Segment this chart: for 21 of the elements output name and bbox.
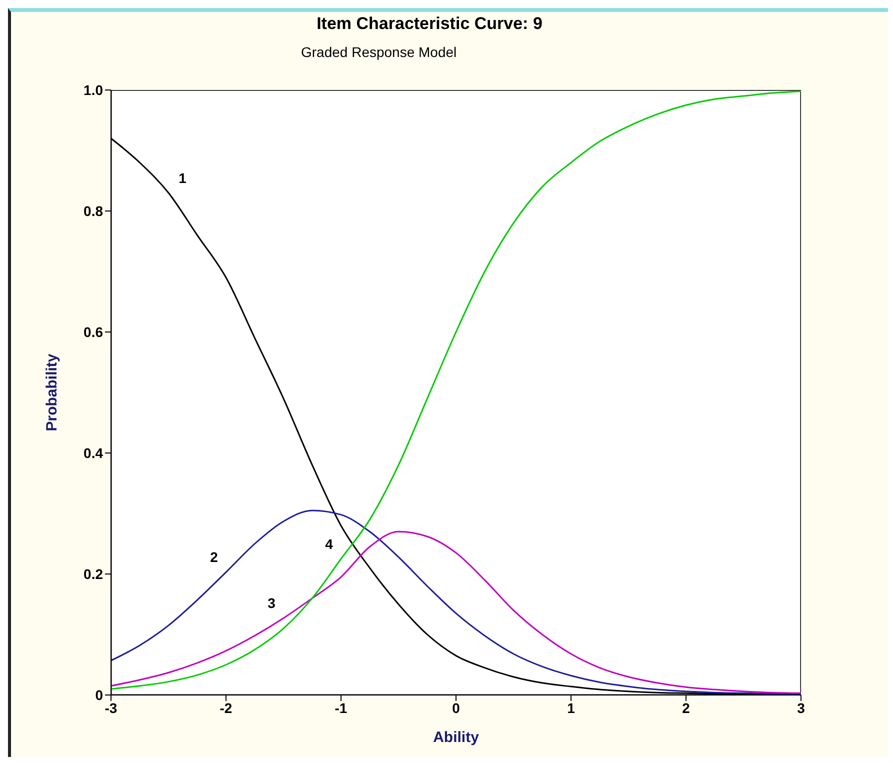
x-tick-label: 1 [567,700,576,716]
chart-title: Item Characteristic Curve: 9 [316,13,544,34]
y-axis-title: Probability [43,353,60,432]
y-tick-label: 0.6 [84,324,104,340]
y-tick-label: 0.2 [84,566,104,582]
series-label: 3 [268,595,276,612]
series-label: 1 [178,170,187,186]
x-tick-label: 0 [452,700,460,716]
series-label: 2 [210,549,218,566]
y-tick-label: 0.4 [84,444,104,461]
series-label: 4 [325,536,334,552]
x-tick-label: -2 [220,700,232,716]
x-tick-label: 2 [682,700,690,716]
x-tick-label: 3 [797,700,806,716]
y-tick-label: 1.0 [84,82,104,98]
x-axis-title: Ability [433,729,480,746]
x-tick-label: -3 [104,700,118,716]
x-tick-label: -1 [334,700,348,716]
y-tick-label: 0.8 [84,202,104,219]
y-tick-label: 0 [95,686,104,703]
chart-subtitle: Graded Response Model [301,44,458,60]
